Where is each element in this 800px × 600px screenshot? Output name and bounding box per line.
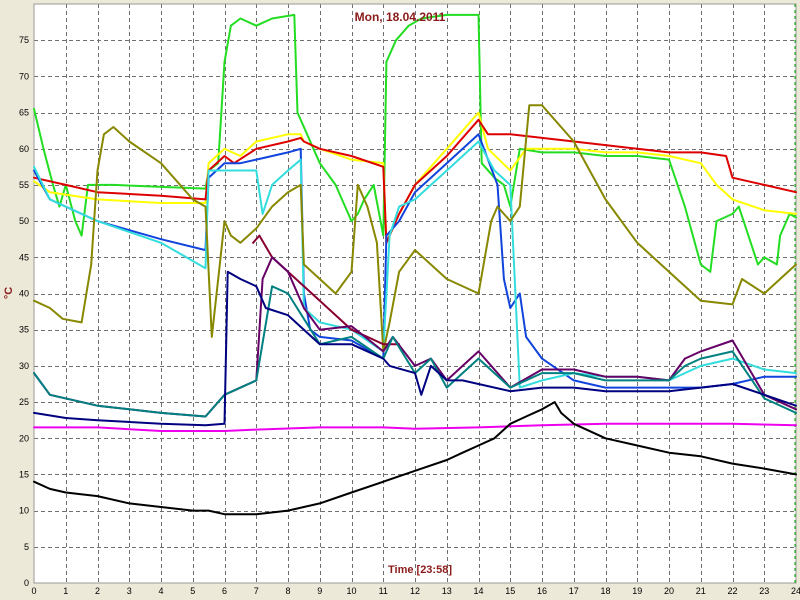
x-tick-label: 17 — [569, 586, 579, 596]
plot-frame — [33, 3, 797, 584]
y-tick-label: 15 — [19, 469, 29, 479]
series-line-9 — [33, 285, 797, 418]
y-axis-label: °C — [3, 287, 15, 299]
y-tick-label: 25 — [19, 397, 29, 407]
x-tick-label: 2 — [95, 586, 100, 596]
x-tick-label: 20 — [664, 586, 674, 596]
x-tick-label: 22 — [727, 586, 737, 596]
y-tick-label: 5 — [24, 542, 29, 552]
x-tick-label: 3 — [127, 586, 132, 596]
x-tick-label: 19 — [632, 586, 642, 596]
x-tick-label: 10 — [346, 586, 356, 596]
x-tick-label: 16 — [537, 586, 547, 596]
x-tick-label: 1 — [63, 586, 68, 596]
x-tick-label: 21 — [696, 586, 706, 596]
series-group — [33, 13, 797, 516]
x-tick-label: 14 — [473, 586, 483, 596]
x-tick-label: 4 — [158, 586, 163, 596]
series-line-4 — [33, 133, 797, 389]
x-tick-label: 8 — [285, 586, 290, 596]
series-line-12 — [33, 401, 797, 516]
x-tick-label: 24 — [791, 586, 800, 596]
x-tick-label: 6 — [222, 586, 227, 596]
chart-title: Mon, 18.04.2011 — [355, 10, 446, 24]
y-tick-labels: 0 5 10 15 20 25 30 35 40 45 50 55 60 65 70 75 — [19, 35, 29, 588]
y-tick-label: 20 — [19, 433, 29, 443]
y-tick-label: 35 — [19, 325, 29, 335]
y-tick-label: 30 — [19, 361, 29, 371]
x-axis-label: Time [23:58] — [388, 564, 452, 576]
y-tick-label: 40 — [19, 289, 29, 299]
y-tick-label: 60 — [19, 144, 29, 154]
y-tick-label: 50 — [19, 216, 29, 226]
x-tick-label: 12 — [410, 586, 420, 596]
y-tick-label: 55 — [19, 180, 29, 190]
x-tick-label: 9 — [317, 586, 322, 596]
y-tick-label: 45 — [19, 252, 29, 262]
x-tick-label: 0 — [31, 586, 36, 596]
x-tick-labels: 0 1 2 3 4 5 6 7 8 9 10 11 12 13 14 15 16 17 18 19 20 21 22 23 24 — [31, 586, 800, 596]
x-tick-label: 7 — [254, 586, 259, 596]
series-line-6 — [33, 104, 797, 353]
y-tick-label: 10 — [19, 506, 29, 516]
series-line-7 — [252, 234, 401, 346]
series-line-11 — [33, 422, 797, 432]
x-tick-label: 11 — [379, 586, 388, 596]
x-tick-label: 18 — [600, 586, 610, 596]
y-tick-label: 70 — [19, 71, 29, 81]
x-tick-label: 5 — [190, 586, 195, 596]
y-tick-label: 0 — [24, 578, 29, 588]
x-tick-label: 13 — [442, 586, 452, 596]
series-line-10 — [33, 270, 797, 427]
y-tick-label: 75 — [19, 35, 29, 45]
x-tick-label: 23 — [759, 586, 769, 596]
y-tick-label: 65 — [19, 108, 29, 118]
x-tick-label: 15 — [505, 586, 515, 596]
